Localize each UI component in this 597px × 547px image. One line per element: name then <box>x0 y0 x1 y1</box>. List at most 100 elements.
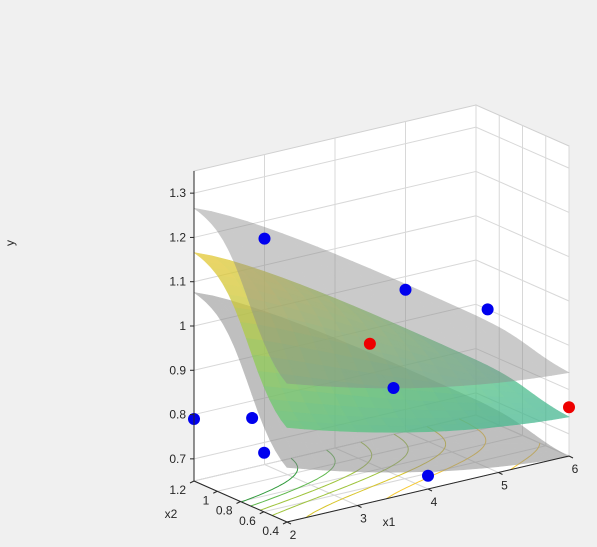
surface-patch <box>287 273 312 293</box>
surface-patch <box>492 358 518 366</box>
y-tick-label: 0.6 <box>239 514 256 528</box>
tick-labels: 2 3 4 5 6 0.4 0.6 0.8 1 1.2 0.7 0.8 0.9 1 1.1 1.2 1.3 <box>169 186 578 542</box>
surface-patch <box>421 356 447 367</box>
surface-patch <box>322 282 347 301</box>
surface-patch <box>345 338 370 354</box>
surface-patch <box>498 332 523 343</box>
surface-patch <box>416 316 441 332</box>
surface-patch <box>480 344 506 354</box>
surface-patch <box>415 373 441 382</box>
x-tick-label: 2 <box>290 528 297 542</box>
surface-patch <box>457 316 482 329</box>
surface-patch <box>334 260 359 274</box>
surface-patch <box>292 287 318 307</box>
surface-patch <box>240 277 265 297</box>
surface-patch <box>503 337 529 347</box>
surface-patch <box>281 233 306 245</box>
surface-patch <box>368 380 394 389</box>
surface-patch <box>204 217 230 228</box>
surface-patch <box>370 268 394 281</box>
x-tick-mark <box>357 505 362 508</box>
surface-patch <box>416 298 441 312</box>
surface-patch <box>280 459 306 470</box>
surface-patch <box>527 358 553 365</box>
surface-patch <box>503 369 529 377</box>
surface-patch <box>521 367 547 375</box>
surface-patch <box>428 294 453 307</box>
grid-z-right <box>475 170 570 213</box>
surface-patch <box>515 363 541 371</box>
x-tick-mark <box>427 488 433 492</box>
surface-patch <box>410 307 436 323</box>
surface-patch <box>392 364 417 375</box>
surface-patch <box>310 261 336 278</box>
surface-patch <box>281 299 306 319</box>
surface-patch <box>480 365 506 373</box>
surface-patch <box>316 347 341 363</box>
z-tick-label: 1 <box>179 319 186 333</box>
surface-patch <box>497 364 523 372</box>
surface-patch <box>474 377 500 385</box>
surface-patch <box>286 315 312 335</box>
surface-patch <box>234 233 259 248</box>
surface-patch <box>305 243 330 256</box>
surface-patch <box>293 241 318 255</box>
blue-data-point <box>246 412 259 425</box>
blue-data-point <box>481 303 494 316</box>
surface-patch <box>257 246 283 263</box>
surface-patch <box>440 302 465 314</box>
y-tick-mark <box>213 490 218 494</box>
grid-z-right <box>475 348 570 391</box>
surface-patch <box>468 371 494 380</box>
surface-patch <box>503 352 529 360</box>
surface-patch <box>304 318 329 337</box>
surface-patch <box>509 358 535 366</box>
surface-patch <box>464 310 488 322</box>
z-axis-label: y <box>3 240 17 246</box>
surface-patch <box>480 327 506 339</box>
surface-patch <box>275 251 301 268</box>
surface-patch <box>357 362 382 374</box>
red-data-point <box>563 401 575 414</box>
surface-patch <box>269 242 295 258</box>
surface-patch <box>251 310 277 330</box>
surface-patch <box>410 292 435 306</box>
surface-patch <box>322 320 347 339</box>
grid-z-left <box>193 126 477 194</box>
surface-patch <box>451 325 477 338</box>
x-tick-mark <box>498 472 503 475</box>
surface-patch <box>323 250 347 263</box>
surface-patch <box>240 242 265 258</box>
surface-patch <box>281 261 306 279</box>
x-tick-label: 5 <box>501 479 508 493</box>
surface-patch <box>404 355 429 367</box>
surface-patch <box>269 312 294 332</box>
surface-patch <box>433 347 459 359</box>
surface-patch <box>257 280 283 300</box>
surface-patch <box>328 267 354 284</box>
surface-patch <box>292 330 318 349</box>
surface-patch <box>263 256 289 275</box>
surface-patch <box>263 296 288 316</box>
surface-patch <box>428 299 453 312</box>
x-tick-label: 6 <box>572 462 579 476</box>
surface-patch <box>252 225 277 237</box>
data-points <box>188 232 575 482</box>
blue-data-point <box>399 283 412 296</box>
surface-patch <box>352 261 377 273</box>
z-tick-label: 0.7 <box>169 452 186 466</box>
surface-patch <box>340 257 365 270</box>
surface-patch <box>468 350 494 360</box>
y-tick-mark <box>259 511 264 515</box>
surface-patch <box>292 256 318 273</box>
surface-patch <box>404 323 429 339</box>
surface-patch <box>433 321 459 335</box>
surface-patch <box>333 349 359 364</box>
surface-patch <box>374 363 400 375</box>
surface-patch <box>322 259 348 275</box>
surface-patch <box>286 356 312 370</box>
surface-patch <box>380 342 406 357</box>
z-tick-label: 1.1 <box>169 275 186 289</box>
surface-patch <box>491 375 517 383</box>
y-tick-mark <box>282 521 288 525</box>
